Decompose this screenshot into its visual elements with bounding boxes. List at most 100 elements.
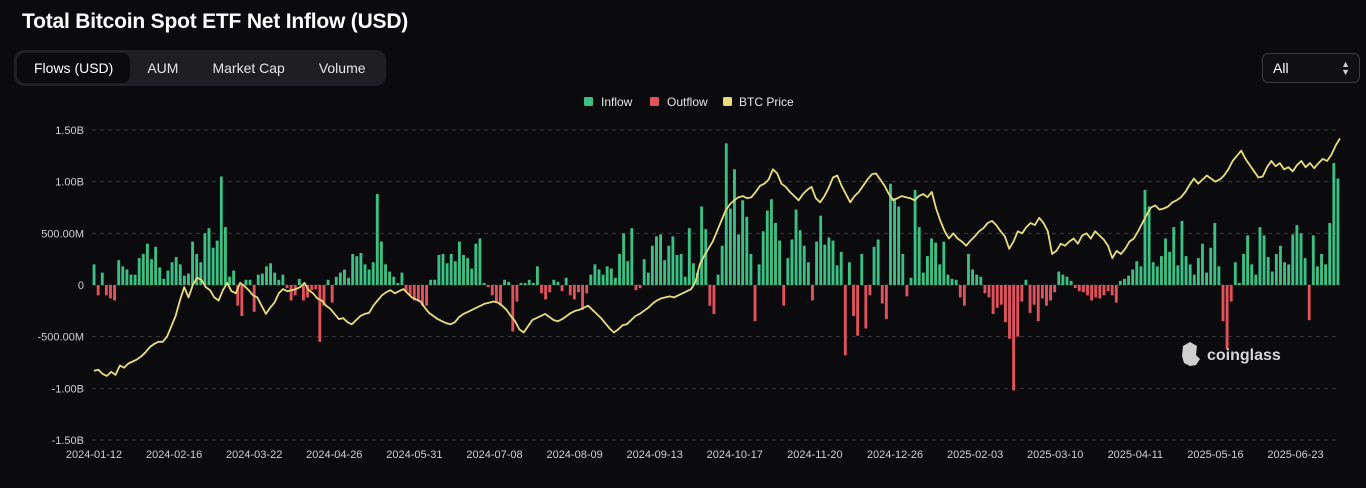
inflow-bar[interactable] [396,282,400,285]
inflow-bar[interactable] [552,279,556,285]
outflow-bar[interactable] [1307,285,1311,321]
inflow-bar[interactable] [228,276,231,285]
inflow-bar[interactable] [909,277,913,285]
inflow-bar[interactable] [642,259,646,285]
inflow-bar[interactable] [170,262,174,285]
inflow-bar[interactable] [979,276,983,285]
outflow-bar[interactable] [515,285,519,302]
inflow-bar[interactable] [605,266,609,285]
inflow-bar[interactable] [507,281,511,285]
legend-price-swatch[interactable] [723,97,732,106]
outflow-bar[interactable] [1106,285,1110,292]
inflow-bar[interactable] [1172,227,1176,285]
inflow-bar[interactable] [121,266,125,285]
inflow-bar[interactable] [133,274,137,285]
outflow-bar[interactable] [1045,285,1048,306]
inflow-bar[interactable] [930,238,933,286]
inflow-bar[interactable] [700,206,704,285]
outflow-bar[interactable] [1040,285,1044,299]
inflow-bar[interactable] [971,269,975,286]
inflow-bar[interactable] [934,242,938,285]
outflow-bar[interactable] [494,285,498,303]
outflow-bar[interactable] [490,285,494,296]
inflow-bar[interactable] [1328,223,1332,285]
inflow-bar[interactable] [835,265,839,285]
outflow-bar[interactable] [1003,285,1007,323]
inflow-bar[interactable] [757,264,761,285]
outflow-bar[interactable] [1073,285,1077,289]
outflow-bar[interactable] [1229,285,1233,302]
outflow-bar[interactable] [585,285,589,294]
inflow-bar[interactable] [178,264,182,285]
inflow-bar[interactable] [1159,256,1163,285]
inflow-bar[interactable] [1287,264,1291,285]
outflow-bar[interactable] [236,285,240,306]
inflow-bar[interactable] [1299,233,1303,285]
tab-flows[interactable]: Flows (USD) [17,53,131,83]
inflow-bar[interactable] [946,274,950,285]
outflow-bar[interactable] [995,285,999,308]
inflow-bar[interactable] [1024,279,1028,285]
inflow-bar[interactable] [815,241,819,285]
inflow-bar[interactable] [384,264,387,285]
outflow-bar[interactable] [843,285,847,356]
inflow-bar[interactable] [1320,254,1323,285]
outflow-bar[interactable] [544,285,548,300]
inflow-bar[interactable] [347,277,351,285]
inflow-bar[interactable] [691,263,695,285]
inflow-bar[interactable] [609,268,613,285]
inflow-bar[interactable] [630,228,634,285]
inflow-bar[interactable] [1209,247,1213,285]
inflow-bar[interactable] [1266,257,1270,285]
inflow-bar[interactable] [819,215,823,285]
inflow-bar[interactable] [1311,235,1315,285]
inflow-bar[interactable] [207,228,211,285]
inflow-bar[interactable] [1127,275,1131,285]
inflow-bar[interactable] [938,264,942,285]
legend-inflow-label[interactable]: Inflow [601,95,633,109]
outflow-bar[interactable] [548,285,552,293]
outflow-bar[interactable] [412,285,416,301]
outflow-bar[interactable] [782,285,786,306]
inflow-bar[interactable] [527,279,531,285]
inflow-bar[interactable] [1184,256,1188,285]
inflow-bar[interactable] [1217,266,1221,285]
inflow-bar[interactable] [917,227,921,285]
inflow-bar[interactable] [675,255,679,285]
inflow-bar[interactable] [745,216,749,285]
inflow-bar[interactable] [1336,178,1340,285]
inflow-bar[interactable] [523,282,527,285]
outflow-bar[interactable] [96,285,100,296]
inflow-bar[interactable] [187,273,190,285]
inflow-bar[interactable] [1065,276,1069,285]
inflow-bar[interactable] [260,273,264,285]
inflow-bar[interactable] [338,272,342,285]
outflow-bar[interactable] [109,285,112,299]
outflow-bar[interactable] [581,285,585,310]
inflow-bar[interactable] [1118,280,1122,285]
outflow-bar[interactable] [1032,285,1036,305]
inflow-bar[interactable] [1188,264,1192,285]
outflow-bar[interactable] [987,285,991,298]
outflow-bar[interactable] [240,285,244,316]
outflow-bar[interactable] [1102,285,1106,296]
outflow-bar[interactable] [577,285,580,293]
inflow-bar[interactable] [470,268,474,285]
inflow-bar[interactable] [646,272,650,285]
outflow-bar[interactable] [486,285,490,288]
inflow-bar[interactable] [174,257,178,285]
inflow-bar[interactable] [1061,274,1065,285]
outflow-bar[interactable] [318,285,322,342]
inflow-bar[interactable] [343,269,346,286]
inflow-bar[interactable] [889,183,892,285]
outflow-bar[interactable] [1090,285,1094,301]
inflow-bar[interactable] [478,238,482,286]
inflow-bar[interactable] [728,208,732,285]
inflow-bar[interactable] [400,272,404,285]
inflow-bar[interactable] [441,254,445,285]
outflow-bar[interactable] [104,285,108,296]
inflow-bar[interactable] [273,272,277,285]
outflow-bar[interactable] [113,285,117,301]
outflow-bar[interactable] [708,285,712,306]
inflow-bar[interactable] [626,261,630,285]
